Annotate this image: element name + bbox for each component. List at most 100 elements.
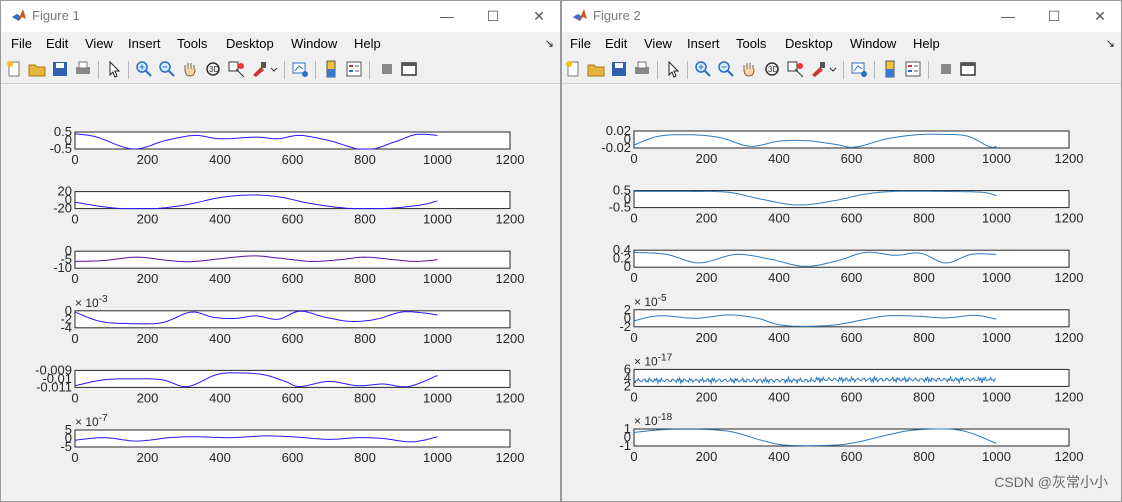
maximize-button[interactable]: ☐: [1047, 7, 1061, 24]
x-tick-label: 800: [913, 270, 935, 285]
menu-tools[interactable]: Tools: [736, 36, 767, 51]
menu-view[interactable]: View: [644, 36, 672, 51]
x-tick-label: 0: [630, 211, 637, 226]
pan-icon[interactable]: [181, 60, 201, 80]
colorbar-icon[interactable]: [881, 60, 901, 80]
menu-window[interactable]: Window: [850, 36, 897, 51]
zoom-in-icon[interactable]: [694, 60, 714, 80]
open-file-icon[interactable]: [28, 60, 48, 80]
hide-plot-tools-icon[interactable]: [378, 60, 398, 80]
link-plot-icon[interactable]: [291, 60, 311, 80]
menu-edit[interactable]: Edit: [46, 36, 69, 51]
maximize-button[interactable]: ☐: [486, 7, 500, 24]
axis-exponent-label: × 10-7: [75, 413, 108, 429]
menu-desktop[interactable]: Desktop: [785, 36, 833, 51]
title-bar[interactable]: Figure 2 — ☐ ✕: [562, 1, 1121, 32]
y-tick-label: -20: [53, 201, 72, 216]
series-line: [75, 255, 438, 263]
x-tick-label: 800: [913, 211, 935, 226]
menu-help[interactable]: Help: [913, 36, 940, 51]
new-figure-icon[interactable]: [5, 60, 25, 80]
minimize-button[interactable]: —: [440, 8, 454, 24]
save-icon[interactable]: [51, 60, 71, 80]
brush-icon[interactable]: [250, 60, 270, 80]
legend-icon[interactable]: [345, 60, 365, 80]
x-tick-label: 800: [354, 152, 376, 167]
x-tick-label: 200: [137, 390, 159, 405]
menu-dock-arrow-icon[interactable]: ↘: [1105, 38, 1115, 50]
menu-view[interactable]: View: [85, 36, 113, 51]
minimize-button[interactable]: —: [1001, 8, 1015, 24]
y-tick-label: -5: [60, 252, 72, 267]
axes-box: [74, 131, 511, 150]
zoom-out-icon[interactable]: [717, 60, 737, 80]
y-tick-label: -0.5: [50, 141, 72, 156]
rotate-3d-icon[interactable]: 3D: [763, 60, 783, 80]
subplot-5[interactable]: 0 200 400 600 800 1000 1200 642× 10-17: [624, 352, 1084, 404]
open-file-icon[interactable]: [587, 60, 607, 80]
zoom-out-icon[interactable]: [158, 60, 178, 80]
x-tick-label: 600: [282, 331, 304, 346]
y-tick-label: 2: [624, 378, 631, 393]
axes-box: [74, 429, 511, 448]
brush-dropdown-icon[interactable]: [828, 60, 848, 80]
legend-icon[interactable]: [904, 60, 924, 80]
colorbar-icon[interactable]: [322, 60, 342, 80]
pan-icon[interactable]: [740, 60, 760, 80]
brush-dropdown-icon[interactable]: [269, 60, 289, 80]
save-icon[interactable]: [610, 60, 630, 80]
window-title: Figure 1: [32, 8, 80, 23]
menu-tools[interactable]: Tools: [177, 36, 208, 51]
show-plot-tools-icon[interactable]: [400, 60, 420, 80]
y-tick-label: 0: [624, 259, 631, 274]
x-tick-label: 1200: [496, 331, 525, 346]
x-tick-label: 400: [768, 389, 790, 404]
link-plot-icon[interactable]: [850, 60, 870, 80]
data-cursor-icon[interactable]: [227, 60, 247, 80]
menu-file[interactable]: File: [11, 36, 32, 51]
x-tick-label: 1200: [496, 152, 525, 167]
menu-desktop[interactable]: Desktop: [226, 36, 274, 51]
series-line: [74, 194, 438, 210]
hide-plot-tools-icon[interactable]: [937, 60, 957, 80]
new-figure-icon[interactable]: [564, 60, 584, 80]
menu-help[interactable]: Help: [354, 36, 381, 51]
x-tick-label: 800: [354, 212, 376, 227]
pointer-icon[interactable]: [664, 60, 684, 80]
menu-insert[interactable]: Insert: [687, 36, 720, 51]
menu-insert[interactable]: Insert: [128, 36, 161, 51]
title-bar[interactable]: Figure 1 — ☐ ✕: [1, 1, 560, 32]
pointer-icon[interactable]: [105, 60, 125, 80]
rotate-3d-icon[interactable]: 3D: [204, 60, 224, 80]
y-tick-label: 0: [624, 132, 631, 147]
data-cursor-icon[interactable]: [786, 60, 806, 80]
close-button[interactable]: ✕: [1094, 7, 1106, 24]
subplot-5[interactable]: 0 200 400 600 800 1000 1200 -0.009-0.01-0.011: [35, 362, 524, 405]
print-icon[interactable]: [74, 60, 94, 80]
close-button[interactable]: ✕: [533, 7, 545, 24]
menu-dock-arrow-icon[interactable]: ↘: [544, 38, 554, 50]
menu-file[interactable]: File: [570, 36, 591, 51]
y-tick-label: 6: [624, 361, 631, 376]
zoom-in-icon[interactable]: [135, 60, 155, 80]
y-tick-label: -2: [619, 319, 631, 334]
show-plot-tools-icon[interactable]: [959, 60, 979, 80]
toolbar-separator: [657, 61, 658, 79]
x-tick-label: 600: [282, 212, 304, 227]
menu-window[interactable]: Window: [291, 36, 338, 51]
x-tick-label: 1200: [1055, 270, 1084, 285]
menu-edit[interactable]: Edit: [605, 36, 628, 51]
brush-icon[interactable]: [809, 60, 829, 80]
print-icon[interactable]: [633, 60, 653, 80]
